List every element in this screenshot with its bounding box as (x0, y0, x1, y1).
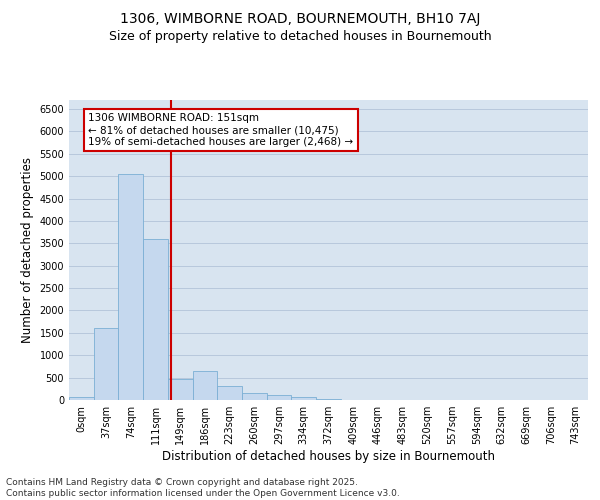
Text: 1306, WIMBORNE ROAD, BOURNEMOUTH, BH10 7AJ: 1306, WIMBORNE ROAD, BOURNEMOUTH, BH10 7… (120, 12, 480, 26)
Bar (267, 395, 292, 400)
Bar (94, 328, 118, 400)
X-axis label: Distribution of detached houses by size in Bournemouth: Distribution of detached houses by size … (162, 450, 495, 463)
Text: 1306 WIMBORNE ROAD: 151sqm
← 81% of detached houses are smaller (10,475)
19% of : 1306 WIMBORNE ROAD: 151sqm ← 81% of deta… (88, 114, 353, 146)
Bar (217, 386, 242, 400)
Bar (292, 397, 316, 400)
Bar (69, 396, 94, 400)
Text: Size of property relative to detached houses in Bournemouth: Size of property relative to detached ho… (109, 30, 491, 43)
Bar (193, 371, 217, 400)
Bar (168, 378, 193, 400)
Bar (118, 174, 143, 400)
Y-axis label: Number of detached properties: Number of detached properties (21, 157, 34, 343)
Bar (316, 399, 341, 400)
Bar (242, 392, 267, 400)
Text: Contains HM Land Registry data © Crown copyright and database right 2025.
Contai: Contains HM Land Registry data © Crown c… (6, 478, 400, 498)
Bar (143, 239, 168, 400)
